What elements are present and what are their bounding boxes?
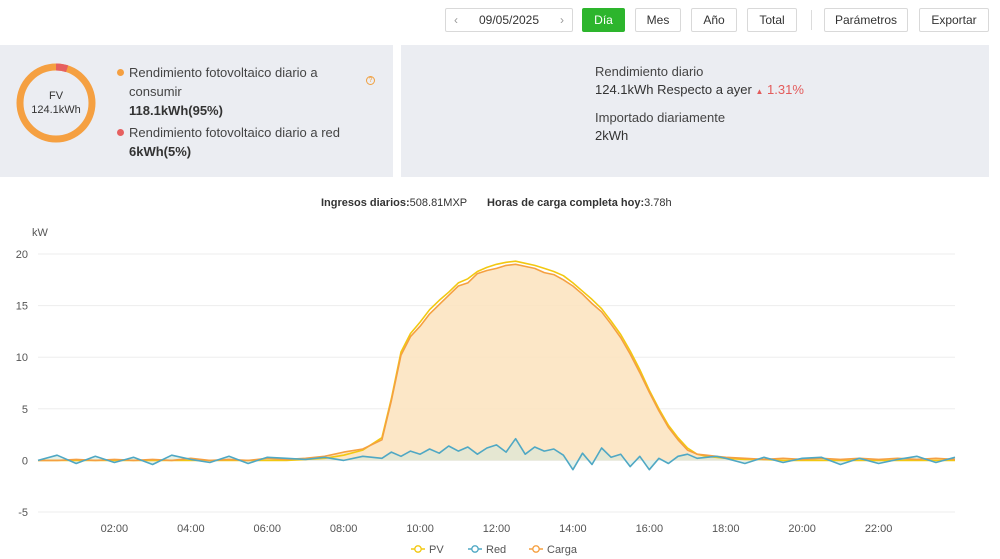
- x-tick-label: 02:00: [101, 523, 129, 535]
- compare-label: Respecto a ayer: [657, 82, 752, 97]
- x-tick-label: 18:00: [712, 523, 740, 535]
- yield-label: Rendimiento diario: [595, 64, 704, 79]
- toolbar: ‹ 09/05/2025 › Día Mes Año Total Parámet…: [0, 8, 1000, 32]
- donut-title: FV: [48, 90, 64, 102]
- x-tick-label: 10:00: [406, 523, 434, 535]
- power-line-chart: kW -5 0 5 10 15 20 02:00 04:00 06:00 08:00 10:00 12:…: [16, 227, 956, 556]
- x-tick-label: 04:00: [177, 523, 205, 535]
- y-tick-label: 15: [16, 301, 28, 313]
- donut-grid-arc: [16, 63, 96, 143]
- chevron-left-icon[interactable]: ‹: [454, 13, 458, 27]
- income-stat: Ingresos diarios:508.81MXP: [321, 197, 468, 209]
- up-arrow-icon: ▲: [755, 87, 764, 96]
- hours-value: 3.78h: [644, 197, 672, 209]
- import-value: 2kWh: [595, 128, 629, 143]
- x-tick-label: 20:00: [788, 523, 816, 535]
- x-tick-label: 08:00: [330, 523, 358, 535]
- tab-dia[interactable]: Día: [582, 8, 625, 32]
- x-tick-label: 16:00: [636, 523, 664, 535]
- pv-donut-chart: [16, 63, 96, 143]
- y-tick-label: 10: [16, 352, 28, 364]
- consume-legend: Rendimiento fotovoltaico diario a consum…: [117, 63, 357, 120]
- consume-label: Rendimiento fotovoltaico diario a consum…: [129, 65, 318, 99]
- legend-marker-carga: [532, 545, 540, 553]
- x-tick-label: 12:00: [483, 523, 511, 535]
- red-area: [38, 438, 955, 470]
- y-tick-label: 20: [16, 249, 28, 261]
- y-tick-label: 5: [22, 404, 28, 416]
- export-button[interactable]: Exportar: [919, 8, 989, 32]
- hours-label: Horas de carga completa hoy: [487, 197, 641, 209]
- tab-total[interactable]: Total: [747, 8, 797, 32]
- income-value: 508.81MXP: [409, 197, 468, 209]
- date-value: 09/05/2025: [478, 13, 540, 27]
- legend-label-red: Red: [486, 544, 506, 556]
- grid-legend: Rendimiento fotovoltaico diario a red 6k…: [117, 123, 377, 161]
- chevron-right-icon[interactable]: ›: [560, 13, 564, 27]
- compare-value: 1.31%: [767, 82, 804, 97]
- y-tick-label: -5: [18, 507, 28, 519]
- y-tick-label: 0: [22, 455, 28, 467]
- legend-marker-red: [471, 545, 479, 553]
- import-label: Importado diariamente: [595, 110, 726, 125]
- x-tick-label: 06:00: [253, 523, 281, 535]
- legend-label-carga: Carga: [547, 544, 578, 556]
- grid-value: 6kWh(5%): [129, 144, 192, 159]
- series-line-red: [37, 437, 956, 471]
- date-picker[interactable]: ‹ 09/05/2025 ›: [445, 8, 573, 32]
- consume-dot-icon: [117, 69, 124, 76]
- help-icon[interactable]: ?: [366, 76, 375, 85]
- tab-ano[interactable]: Año: [691, 8, 737, 32]
- yield-summary-panel: Rendimiento diario 124.1kWh Respecto a a…: [401, 45, 989, 177]
- grid-dot-icon: [117, 129, 124, 136]
- toolbar-divider: [811, 10, 812, 30]
- grid-label: Rendimiento fotovoltaico diario a red: [129, 125, 341, 140]
- y-axis-unit-label: kW: [32, 227, 49, 239]
- yield-value: 124.1kWh: [595, 82, 654, 97]
- donut-center-label: FV 124.1kWh: [16, 89, 96, 117]
- yield-row: 124.1kWh Respecto a ayer ▲ 1.31%: [595, 82, 804, 97]
- series-line-carga: [38, 263, 956, 462]
- carga-area: [38, 264, 955, 461]
- hours-stat: Horas de carga completa hoy:3.78h: [487, 197, 672, 209]
- pv-summary-panel: FV 124.1kWh Rendimiento fotovoltaico dia…: [0, 45, 393, 177]
- params-button[interactable]: Parámetros: [824, 8, 908, 32]
- x-tick-label: 14:00: [559, 523, 587, 535]
- legend-label-pv: PV: [429, 544, 444, 556]
- income-label: Ingresos diarios: [321, 197, 406, 209]
- legend-marker-pv: [414, 545, 422, 553]
- x-tick-label: 22:00: [865, 523, 893, 535]
- consume-value: 118.1kWh(95%): [129, 103, 223, 118]
- donut-value: 124.1kWh: [31, 104, 81, 116]
- tab-mes[interactable]: Mes: [635, 8, 681, 32]
